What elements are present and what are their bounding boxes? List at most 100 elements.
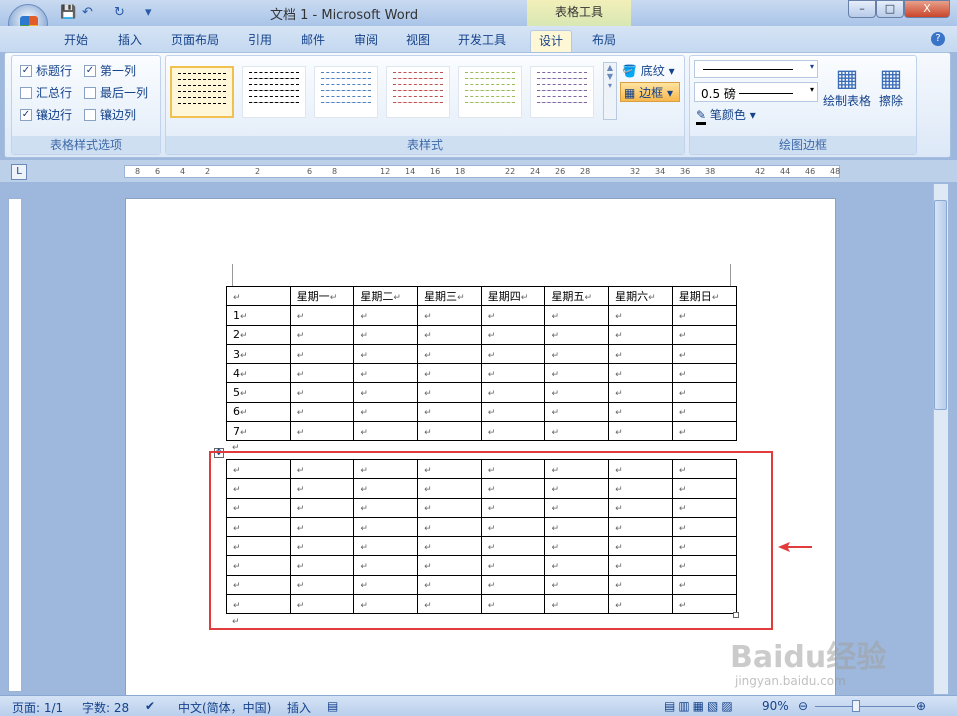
- table-cell[interactable]: ↵: [353, 363, 419, 384]
- zoom-slider[interactable]: [815, 706, 915, 707]
- eraser-button[interactable]: ▦ 擦除: [876, 64, 906, 109]
- table-cell[interactable]: ↵: [480, 324, 546, 345]
- table-style-thumbnail[interactable]: [170, 66, 234, 118]
- header-cell[interactable]: 星期日↵: [671, 285, 737, 307]
- insert-mode[interactable]: 插入: [287, 701, 312, 715]
- style-option-checkbox[interactable]: ✓ 标题行: [20, 64, 73, 78]
- tab-6[interactable]: 视图: [406, 33, 431, 47]
- zoom-level[interactable]: 90%: [762, 699, 789, 713]
- table-cell[interactable]: ↵: [289, 343, 355, 365]
- table-cell[interactable]: ↵: [480, 401, 546, 423]
- tab-8[interactable]: 设计: [530, 30, 573, 52]
- tab-4[interactable]: 邮件: [301, 33, 326, 47]
- proofing-icon[interactable]: ✔: [145, 699, 156, 713]
- table-cell[interactable]: 7↵: [226, 421, 291, 442]
- table-cell[interactable]: ↵: [353, 324, 419, 345]
- document-page[interactable]: [125, 198, 836, 698]
- table-cell[interactable]: ↵: [289, 382, 355, 403]
- table-cell[interactable]: ↵: [353, 305, 419, 326]
- maximize-button[interactable]: □: [876, 0, 904, 18]
- save-icon[interactable]: 💾: [60, 5, 77, 20]
- table-cell[interactable]: ↵: [671, 382, 737, 403]
- redo-icon[interactable]: ↻: [114, 5, 125, 20]
- table-cell[interactable]: ↵: [289, 421, 355, 442]
- table-cell[interactable]: ↵: [671, 324, 737, 345]
- table-cell[interactable]: ↵: [480, 343, 546, 365]
- table-cell[interactable]: ↵: [671, 343, 737, 365]
- table-cell[interactable]: ↵: [671, 401, 737, 423]
- table-cell[interactable]: ↵: [353, 343, 419, 365]
- table-cell[interactable]: 4↵: [226, 363, 291, 384]
- tab-1[interactable]: 插入: [118, 33, 143, 47]
- header-cell[interactable]: 星期二↵: [353, 285, 419, 307]
- table-cell[interactable]: ↵: [608, 382, 673, 403]
- checked-icon[interactable]: ✓: [20, 108, 32, 121]
- zoom-in-button[interactable]: ⊕: [916, 699, 927, 713]
- table-cell[interactable]: ↵: [608, 594, 673, 615]
- table-cell[interactable]: 3↵: [226, 343, 291, 365]
- table-cell[interactable]: 2↵: [226, 324, 291, 345]
- checked-icon[interactable]: ✓: [84, 64, 96, 77]
- tab-5[interactable]: 审阅: [354, 33, 379, 47]
- style-option-checkbox[interactable]: 汇总行: [20, 84, 72, 101]
- minimize-button[interactable]: –: [848, 0, 876, 18]
- styles-scroll-button[interactable]: ▲ ▼ ▾: [603, 62, 617, 120]
- table-cell[interactable]: ↵: [289, 363, 355, 384]
- table-cell[interactable]: ↵: [544, 343, 610, 365]
- table-resize-handle[interactable]: [733, 612, 739, 618]
- tab-2[interactable]: 页面布局: [171, 33, 220, 47]
- word-count[interactable]: 字数: 28: [82, 701, 130, 715]
- header-cell[interactable]: 星期六↵: [608, 285, 673, 307]
- header-cell[interactable]: 星期三↵: [417, 285, 482, 307]
- table-cell[interactable]: ↵: [417, 343, 482, 365]
- header-cell[interactable]: 星期四↵: [480, 285, 546, 307]
- tab-0[interactable]: 开始: [64, 33, 89, 47]
- view-buttons[interactable]: ▤▥▦▧▨: [664, 699, 736, 713]
- table-cell[interactable]: ↵: [289, 401, 355, 423]
- table-cell[interactable]: ↵: [671, 363, 737, 384]
- line-weight-dropdown[interactable]: 0.5 磅 ▾: [694, 82, 818, 102]
- horizontal-ruler[interactable]: 8 6 4 2 2 6 8 12 14 16 18 22 24 26 28 32 34 36 38 42 44 46 48: [124, 165, 840, 178]
- style-option-checkbox[interactable]: ✓ 镶边行: [20, 108, 73, 122]
- table-cell[interactable]: ↵: [289, 324, 355, 345]
- customize-quick-access-icon[interactable]: ▾: [145, 5, 152, 20]
- table-cell[interactable]: ↵: [608, 305, 673, 326]
- table-cell[interactable]: ↵: [544, 363, 610, 384]
- pen-color-button[interactable]: ✎ 笔颜色 ▾: [696, 106, 756, 125]
- table-cell[interactable]: 6↵: [226, 401, 291, 423]
- unchecked-icon[interactable]: [20, 86, 32, 99]
- table-cell[interactable]: ↵: [353, 421, 419, 442]
- table-cell[interactable]: ↵: [608, 401, 673, 423]
- table-cell[interactable]: 5↵: [226, 382, 291, 403]
- borders-button[interactable]: ▦ 边框 ▾: [620, 82, 680, 102]
- table-cell[interactable]: ↵: [480, 421, 546, 442]
- shading-button[interactable]: 🪣 底纹 ▾: [622, 64, 675, 78]
- table-cell[interactable]: ↵: [671, 421, 737, 442]
- table-cell[interactable]: ↵: [544, 382, 610, 403]
- table-style-thumbnail[interactable]: [458, 66, 522, 118]
- table-cell[interactable]: ↵: [480, 363, 546, 384]
- empty-table[interactable]: ↵ ↵ ↵ ↵ ↵ ↵ ↵ ↵ ↵ ↵ ↵ ↵ ↵ ↵ ↵ ↵ ↵ ↵ ↵ ↵ ↵ ↵ ↵ ↵ ↵ ↵ ↵ ↵ ↵ ↵ ↵ ↵ ↵ ↵ ↵ ↵ ↵ ↵ ↵ ↵…: [226, 458, 737, 615]
- close-button[interactable]: X: [904, 0, 950, 18]
- table-cell[interactable]: ↵: [671, 594, 737, 615]
- tab-7[interactable]: 开发工具: [458, 33, 507, 47]
- zoom-slider-thumb[interactable]: [852, 700, 860, 712]
- table-style-thumbnail[interactable]: [386, 66, 450, 118]
- weekday-table[interactable]: ↵ 星期一↵ 星期二↵ 星期三↵ 星期四↵ 星期五↵ 星期六↵ 星期日↵ 1↵ ↵ ↵ ↵ ↵ ↵ ↵ ↵ 2↵…: [226, 285, 737, 442]
- table-cell[interactable]: ↵: [417, 324, 482, 345]
- table-cell[interactable]: ↵: [417, 363, 482, 384]
- table-cell[interactable]: ↵: [417, 401, 482, 423]
- help-icon[interactable]: ?: [931, 32, 945, 46]
- table-cell[interactable]: ↵: [353, 401, 419, 423]
- table-style-thumbnail[interactable]: [314, 66, 378, 118]
- scrollbar-thumb[interactable]: [934, 200, 947, 410]
- table-cell[interactable]: ↵: [608, 343, 673, 365]
- unchecked-icon[interactable]: [84, 108, 96, 121]
- tab-selector-button[interactable]: L: [11, 164, 27, 180]
- table-cell[interactable]: ↵: [417, 594, 482, 615]
- zoom-out-button[interactable]: ⊖: [798, 699, 809, 713]
- table-cell[interactable]: ↵: [671, 305, 737, 326]
- table-cell[interactable]: ↵: [417, 305, 482, 326]
- table-cell[interactable]: ↵: [608, 363, 673, 384]
- tab-9[interactable]: 布局: [592, 33, 617, 47]
